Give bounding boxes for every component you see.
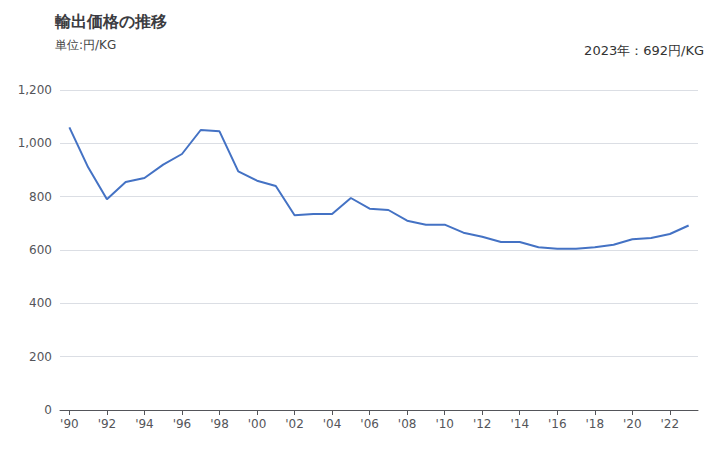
- svg-text:'90: '90: [60, 417, 79, 431]
- svg-text:1,200: 1,200: [18, 83, 52, 97]
- svg-text:'12: '12: [473, 417, 492, 431]
- svg-text:0: 0: [44, 403, 52, 417]
- svg-text:'02: '02: [285, 417, 304, 431]
- svg-text:200: 200: [29, 350, 52, 364]
- svg-text:'94: '94: [135, 417, 154, 431]
- svg-text:'00: '00: [248, 417, 267, 431]
- svg-text:'96: '96: [173, 417, 192, 431]
- svg-text:輸出価格の推移: 輸出価格の推移: [54, 12, 167, 31]
- svg-text:'10: '10: [435, 417, 454, 431]
- svg-text:'98: '98: [210, 417, 229, 431]
- svg-text:'08: '08: [398, 417, 417, 431]
- svg-text:'92: '92: [98, 417, 117, 431]
- svg-text:2023年：692円/KG: 2023年：692円/KG: [584, 43, 704, 58]
- svg-text:'16: '16: [548, 417, 567, 431]
- svg-text:'06: '06: [360, 417, 379, 431]
- svg-text:'22: '22: [661, 417, 680, 431]
- svg-text:400: 400: [29, 296, 52, 310]
- svg-text:1,000: 1,000: [18, 136, 52, 150]
- svg-text:'20: '20: [623, 417, 642, 431]
- svg-text:'04: '04: [323, 417, 342, 431]
- svg-text:単位:円/KG: 単位:円/KG: [55, 38, 116, 52]
- svg-text:'18: '18: [586, 417, 605, 431]
- svg-text:'14: '14: [510, 417, 529, 431]
- svg-text:600: 600: [29, 243, 52, 257]
- svg-text:800: 800: [29, 190, 52, 204]
